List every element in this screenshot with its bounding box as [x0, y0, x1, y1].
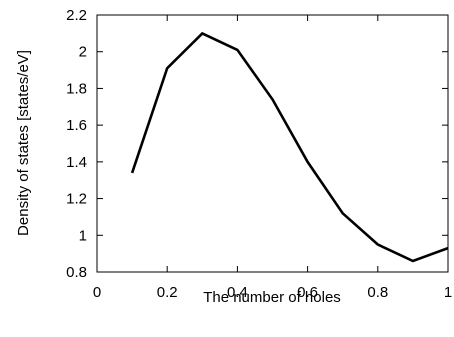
x-tick-label: 0.8 — [367, 284, 388, 301]
y-tick-label: 2.2 — [66, 7, 87, 24]
y-tick-label: 1.4 — [66, 154, 87, 171]
y-axis-label: Density of states [states/eV] — [15, 50, 32, 236]
y-tick-label: 1 — [79, 227, 87, 244]
x-axis-label: The number of holes — [203, 289, 341, 306]
y-tick-label: 1.2 — [66, 191, 87, 208]
x-tick-label: 0.6 — [297, 284, 318, 301]
y-tick-label: 0.8 — [66, 264, 87, 281]
y-tick-label: 2 — [79, 44, 87, 61]
x-tick-label: 0 — [93, 284, 101, 301]
density-series-line — [130, 31, 449, 263]
x-tick-label: 1 — [444, 284, 452, 301]
x-tick-label: 0.2 — [157, 284, 178, 301]
x-tick-label: 0.4 — [227, 284, 248, 301]
x-axis-ticks: 0 0.2 0.4 0.6 0.8 1 — [93, 15, 452, 301]
y-tick-label: 1.6 — [66, 117, 87, 134]
series-layer — [130, 31, 449, 263]
y-axis-ticks: 0.8 1 1.2 1.4 1.6 1.8 2 2.2 — [66, 7, 448, 281]
plot-frame — [96, 14, 449, 273]
y-tick-label: 1.8 — [66, 80, 87, 97]
